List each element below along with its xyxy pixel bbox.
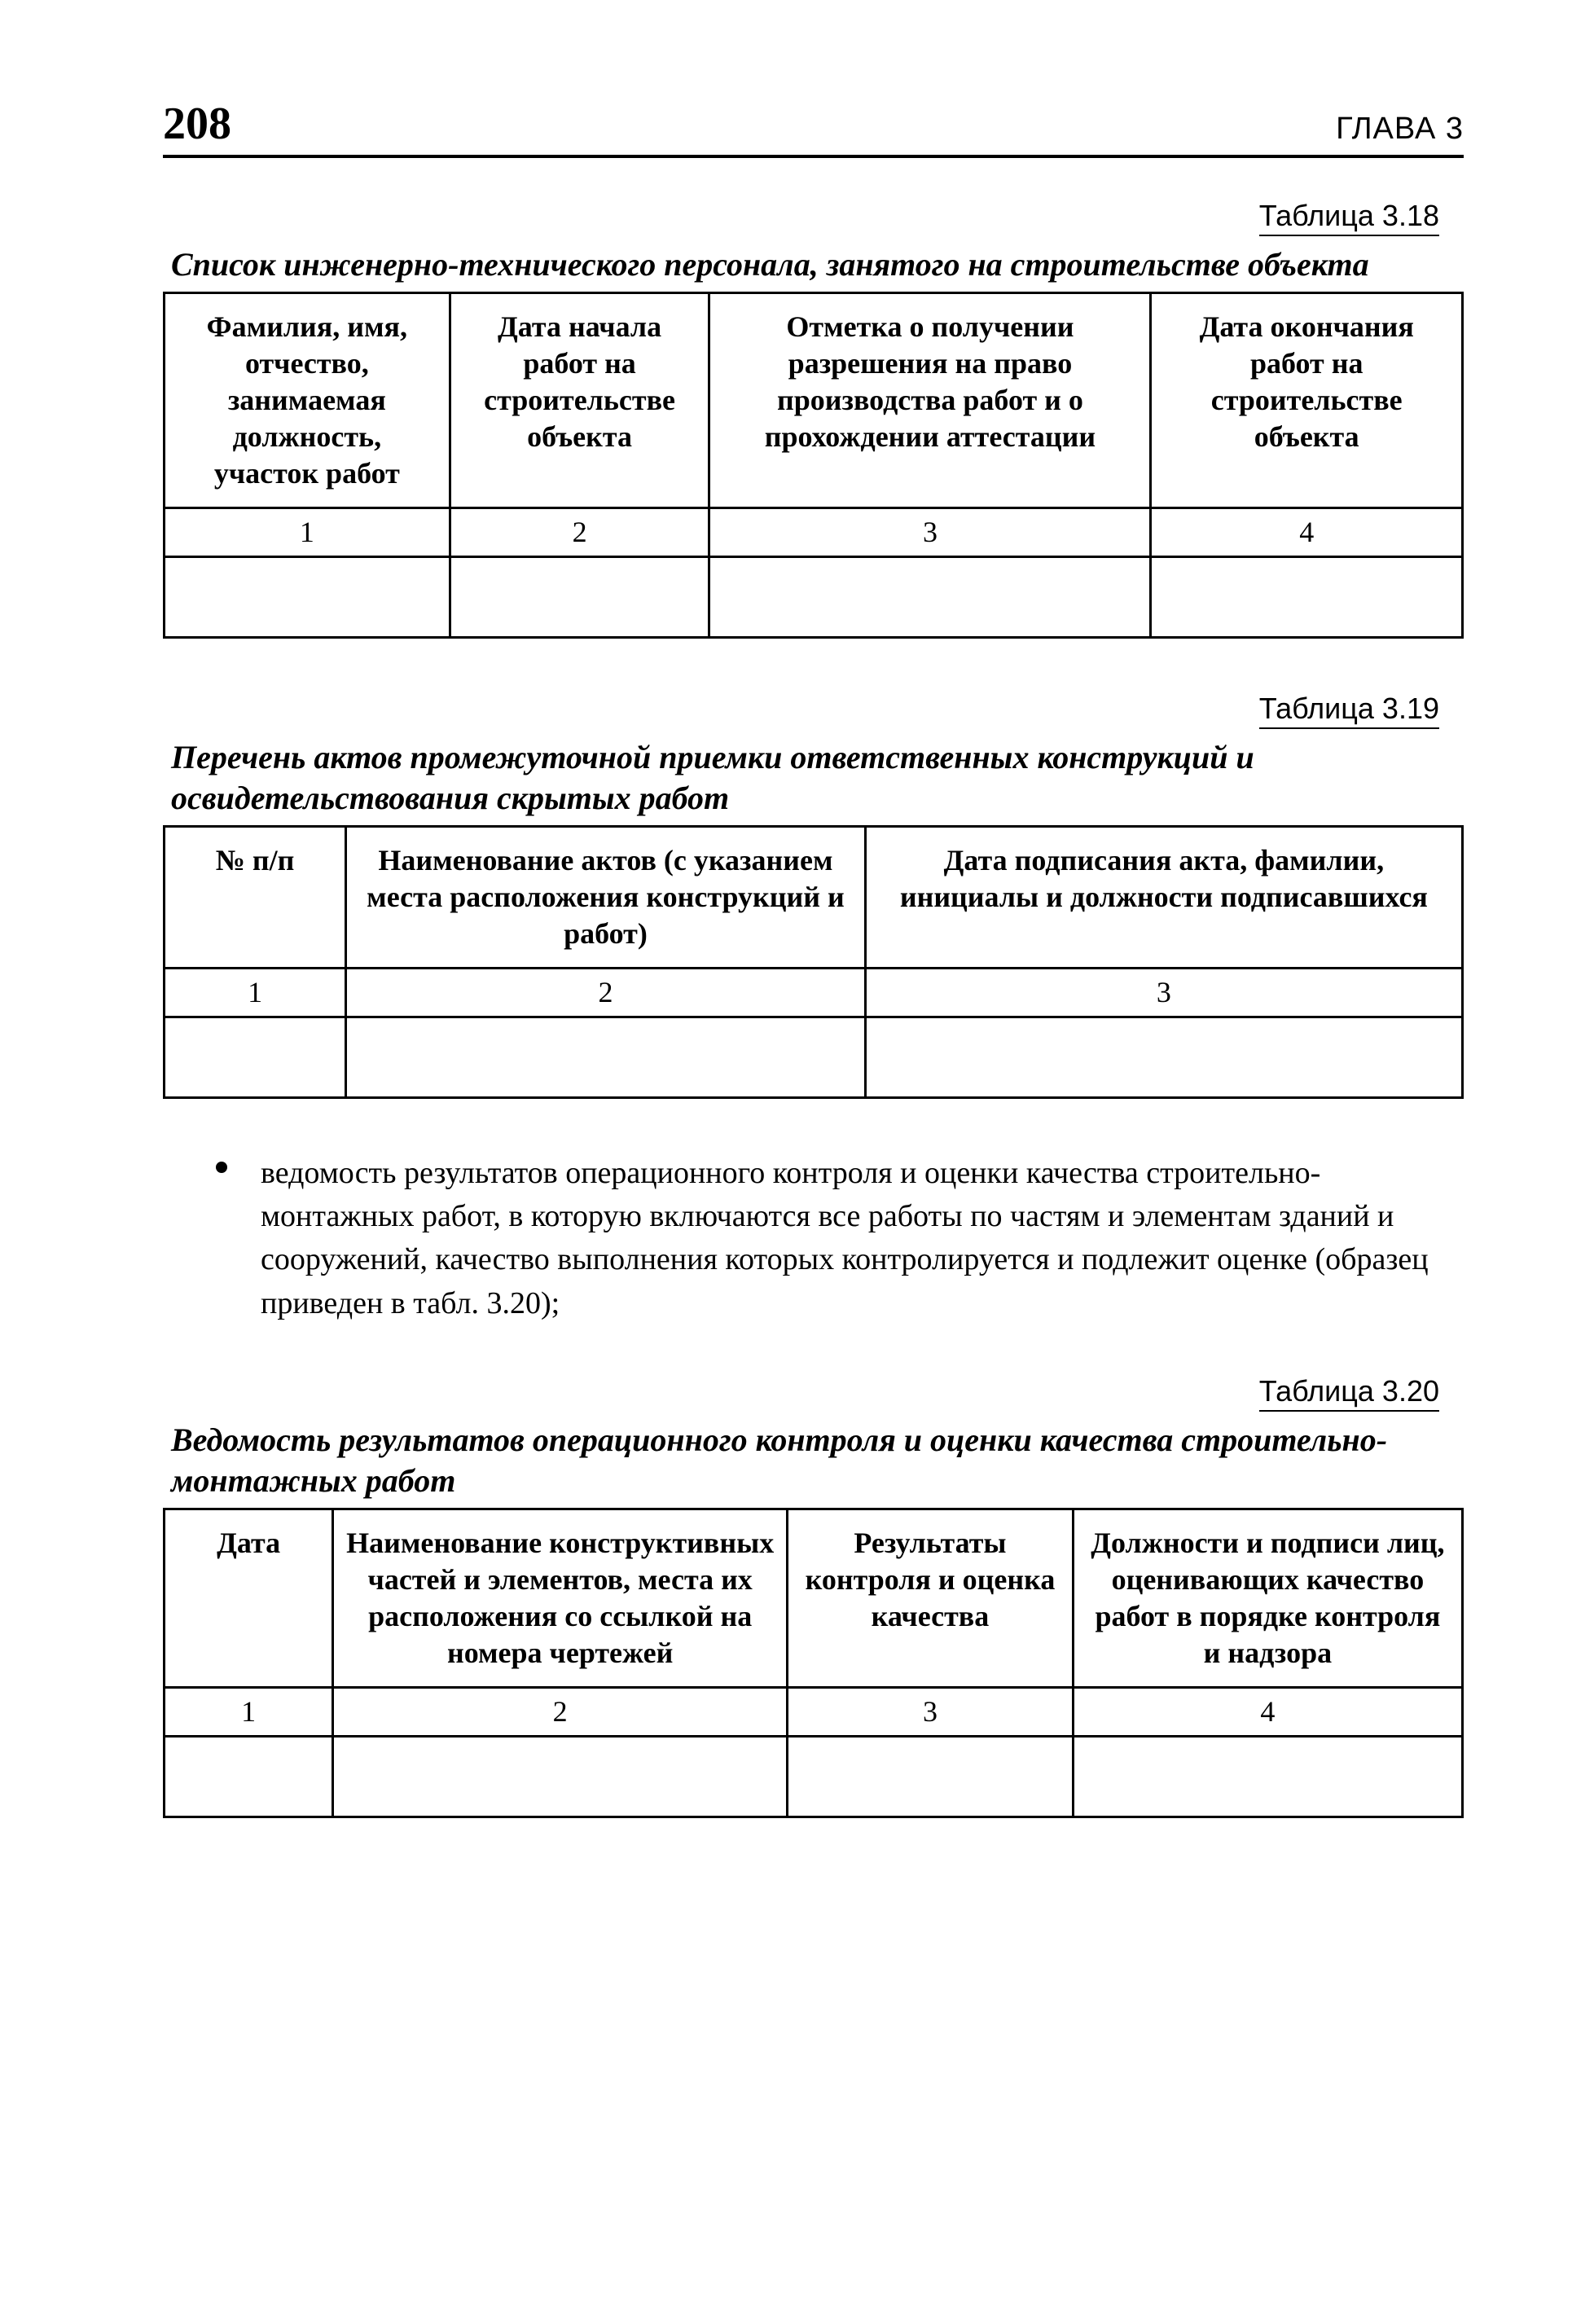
table-number-row: 1 2 3 4 <box>165 1687 1463 1736</box>
table-caption: Ведомость результатов операционного конт… <box>163 1420 1464 1510</box>
column-number: 2 <box>346 969 866 1017</box>
running-header: 208 ГЛАВА 3 <box>163 98 1464 158</box>
column-header: Дата подписания акта, фамилии, инициалы … <box>865 827 1462 969</box>
table-number-row: 1 2 3 <box>165 969 1463 1017</box>
table-320: Дата Наименование конструктивных частей … <box>163 1508 1464 1818</box>
table-number-row: 1 2 3 4 <box>165 508 1463 557</box>
paragraph-text: ведомость результатов операционного конт… <box>261 1156 1429 1320</box>
table-cell <box>165 1736 333 1817</box>
table-label: Таблица 3.19 <box>1259 692 1439 729</box>
table-cell <box>1073 1736 1462 1817</box>
column-number: 4 <box>1073 1687 1462 1736</box>
column-header: Наименование конструктивных частей и эле… <box>333 1509 788 1687</box>
table-cell <box>165 557 450 638</box>
table-label: Таблица 3.20 <box>1259 1374 1439 1412</box>
table-block-320: Таблица 3.20 Ведомость результатов опера… <box>163 1374 1464 1818</box>
table-row <box>165 1017 1463 1098</box>
table-cell <box>450 557 709 638</box>
column-header: Дата начала работ на строительстве объек… <box>450 293 709 508</box>
table-cell <box>333 1736 788 1817</box>
page: 208 ГЛАВА 3 Таблица 3.18 Список инженерн… <box>0 0 1594 2324</box>
table-319: № п/п Наименование актов (с указанием ме… <box>163 825 1464 1099</box>
table-cell <box>1151 557 1463 638</box>
table-header-row: Фамилия, имя, отчество, занимаемая должн… <box>165 293 1463 508</box>
table-label: Таблица 3.18 <box>1259 199 1439 236</box>
bullet-paragraph: ведомость результатов операционного конт… <box>261 1152 1431 1325</box>
column-number: 3 <box>788 1687 1074 1736</box>
column-header: Фамилия, имя, отчество, занимаемая должн… <box>165 293 450 508</box>
column-number: 3 <box>865 969 1462 1017</box>
chapter-label: ГЛАВА 3 <box>1336 112 1464 147</box>
column-header: № п/п <box>165 827 346 969</box>
table-318: Фамилия, имя, отчество, занимаемая должн… <box>163 292 1464 639</box>
table-caption: Список инженерно-технического персонала,… <box>163 244 1464 294</box>
table-cell <box>346 1017 866 1098</box>
column-number: 3 <box>709 508 1151 557</box>
column-header: Должности и подписи лиц, оценивающих кач… <box>1073 1509 1462 1687</box>
column-header: Отметка о получении разрешения на право … <box>709 293 1151 508</box>
table-header-row: Дата Наименование конструктивных частей … <box>165 1509 1463 1687</box>
column-header: Дата <box>165 1509 333 1687</box>
column-number: 2 <box>450 508 709 557</box>
page-number: 208 <box>163 98 231 150</box>
table-cell <box>709 557 1151 638</box>
column-header: Результаты контроля и оценка качества <box>788 1509 1074 1687</box>
column-number: 4 <box>1151 508 1463 557</box>
table-cell <box>788 1736 1074 1817</box>
table-row <box>165 1736 1463 1817</box>
table-header-row: № п/п Наименование актов (с указанием ме… <box>165 827 1463 969</box>
table-block-318: Таблица 3.18 Список инженерно-техническо… <box>163 199 1464 639</box>
table-cell <box>865 1017 1462 1098</box>
column-header: Наименование актов (с указанием места ра… <box>346 827 866 969</box>
table-row <box>165 557 1463 638</box>
table-block-319: Таблица 3.19 Перечень актов промежуточно… <box>163 692 1464 1099</box>
table-caption: Перечень актов промежуточной приемки отв… <box>163 737 1464 828</box>
column-number: 1 <box>165 969 346 1017</box>
column-number: 1 <box>165 1687 333 1736</box>
column-number: 2 <box>333 1687 788 1736</box>
column-header: Дата окончания работ на строительстве об… <box>1151 293 1463 508</box>
table-cell <box>165 1017 346 1098</box>
bullet-icon <box>216 1162 227 1173</box>
column-number: 1 <box>165 508 450 557</box>
